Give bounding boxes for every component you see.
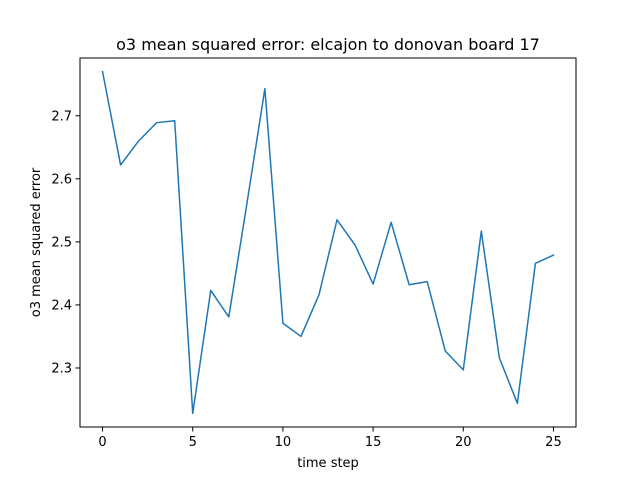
x-axis-title: time step — [297, 456, 359, 471]
x-tick-label: 5 — [189, 435, 197, 450]
y-tick-label: 2.5 — [51, 235, 72, 250]
x-tick-label: 0 — [98, 435, 106, 450]
chart-title: o3 mean squared error: elcajon to donova… — [116, 35, 540, 54]
series-layer — [101, 70, 555, 415]
series-line-0 — [101, 70, 555, 415]
y-tick-label: 2.7 — [51, 109, 72, 124]
y-axis-title: o3 mean squared error — [29, 167, 44, 317]
x-tick-label: 10 — [275, 435, 292, 450]
y-axis: 2.3 2.4 2.5 2.6 2.7 — [51, 109, 80, 376]
x-tick-label: 25 — [545, 435, 562, 450]
plot-frame — [79, 57, 577, 428]
x-axis: 0 5 10 15 20 25 — [98, 427, 562, 450]
plot-area — [79, 57, 577, 428]
y-tick-label: 2.3 — [51, 361, 72, 376]
x-tick-label: 20 — [455, 435, 472, 450]
y-tick-label: 2.6 — [51, 172, 72, 187]
x-tick-label: 15 — [365, 435, 382, 450]
y-tick-label: 2.4 — [51, 298, 72, 313]
